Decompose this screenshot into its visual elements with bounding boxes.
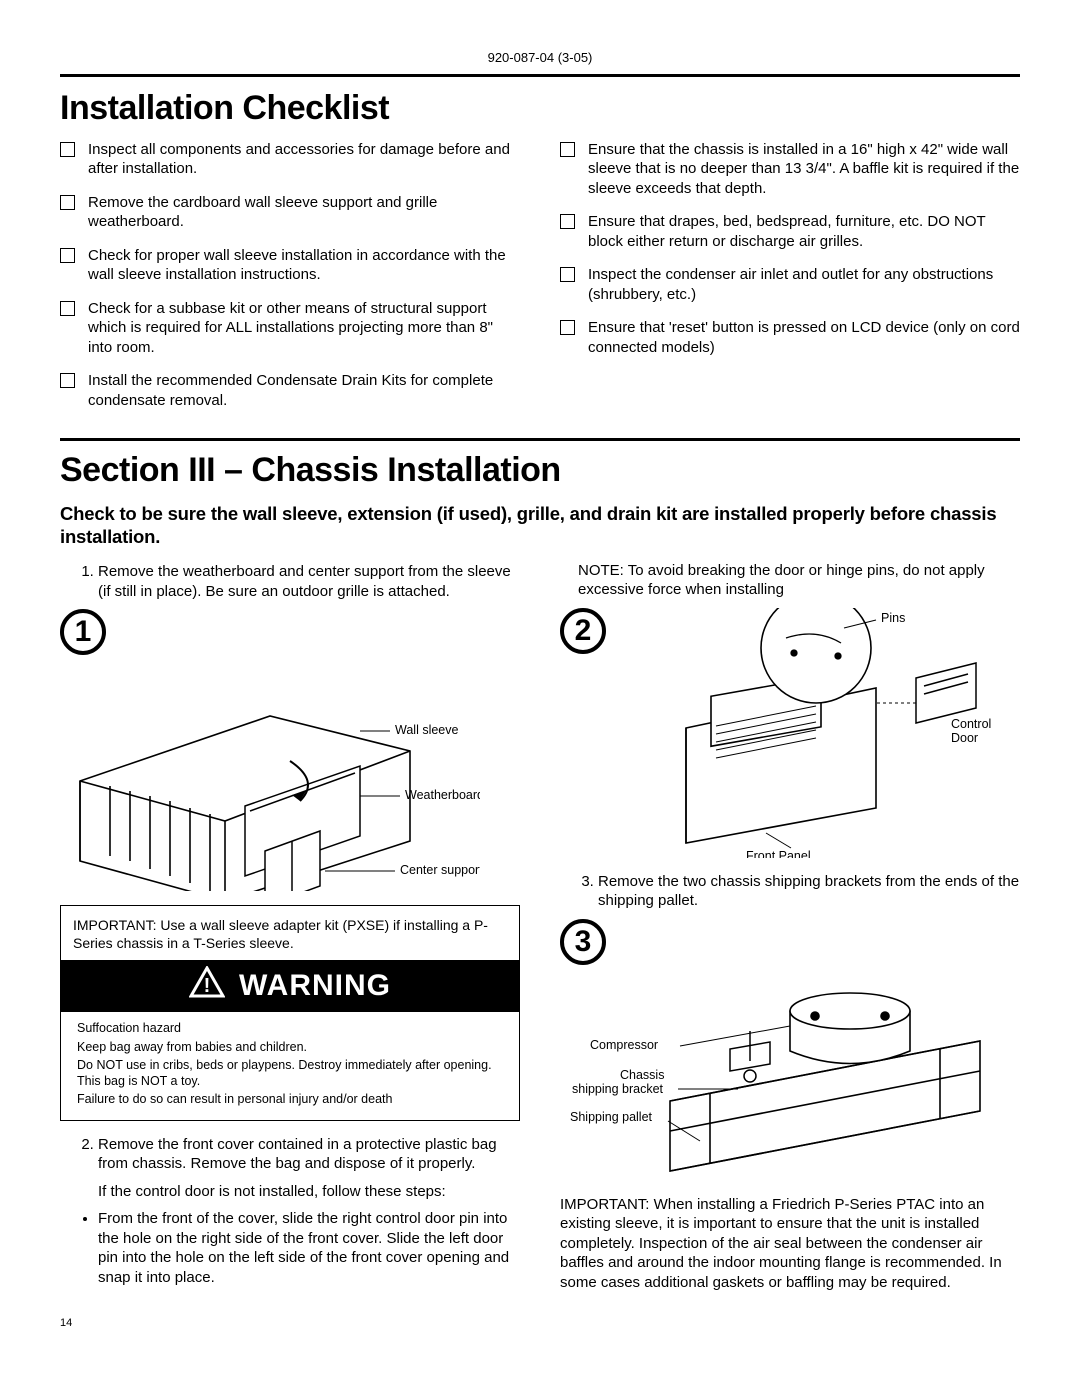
figure-2-svg: Pins Control Door Front Panel: [616, 608, 996, 858]
fig2-label-control-door2: Door: [951, 731, 978, 745]
figure-3-svg: Compressor Chassis shipping bracket Ship…: [560, 971, 1000, 1181]
warning-triangle-icon: !: [189, 966, 225, 1004]
fig1-label-wall-sleeve: Wall sleeve: [395, 723, 458, 737]
checklist-item: Install the recommended Condensate Drain…: [60, 371, 520, 410]
checklist-item: Ensure that 'reset' button is pressed on…: [560, 318, 1020, 357]
checklist-heading: Installation Checklist: [60, 87, 1020, 130]
section3-lead: Check to be sure the wall sleeve, extens…: [60, 502, 1020, 548]
important-2-text: IMPORTANT: When installing a Friedrich P…: [560, 1195, 1020, 1293]
warning-bar: ! WARNING: [61, 960, 519, 1012]
figure-3: 3: [560, 919, 1020, 1181]
fig1-label-center-support: Center support: [400, 863, 480, 877]
step-2-text: Remove the front cover contained in a pr…: [98, 1135, 520, 1202]
fig2-label-control-door: Control: [951, 717, 991, 731]
step-1-badge: 1: [60, 609, 106, 655]
fig2-label-pins: Pins: [881, 611, 905, 625]
step-2-intro: Remove the front cover contained in a pr…: [98, 1136, 497, 1173]
hazard-line: Failure to do so can result in personal …: [77, 1091, 503, 1107]
hazard-text: Suffocation hazard Keep bag away from ba…: [73, 1018, 507, 1119]
checklist-item: Inspect all components and accessories f…: [60, 140, 520, 179]
fig3-label-bracket1: Chassis: [620, 1068, 664, 1082]
fig3-label-bracket2: shipping bracket: [572, 1082, 664, 1096]
svg-text:!: !: [204, 975, 211, 997]
page-number: 14: [60, 1317, 1020, 1331]
step-2-note: If the control door is not installed, fo…: [98, 1183, 446, 1200]
checklist-item: Check for proper wall sleeve installatio…: [60, 246, 520, 285]
important-1-text: IMPORTANT: Use a wall sleeve adapter kit…: [73, 916, 507, 952]
note-right: NOTE: To avoid breaking the door or hing…: [560, 562, 1020, 600]
checklist-item: Remove the cardboard wall sleeve support…: [60, 193, 520, 232]
checklist-item: Check for a subbase kit or other means o…: [60, 299, 520, 358]
checklist-item: Ensure that the chassis is installed in …: [560, 140, 1020, 199]
section3-columns: Remove the weatherboard and center suppo…: [60, 562, 1020, 1293]
step-2-badge: 2: [560, 608, 606, 654]
checklist-columns: Inspect all components and accessories f…: [60, 140, 1020, 425]
fig2-label-front-panel: Front Panel: [746, 849, 811, 858]
rule-mid: [60, 438, 1020, 441]
figure-2: 2: [560, 608, 1020, 858]
figure-1-svg: Wall sleeve Weatherboard Center support: [60, 661, 480, 891]
hazard-line: Keep bag away from babies and children.: [77, 1039, 503, 1055]
fig3-label-compressor: Compressor: [590, 1038, 658, 1052]
fig3-label-pallet: Shipping pallet: [570, 1110, 653, 1124]
checklist-right: Ensure that the chassis is installed in …: [560, 140, 1020, 358]
document-code: 920-087-04 (3-05): [60, 50, 1020, 66]
step-3-badge: 3: [560, 919, 606, 965]
rule-top: [60, 74, 1020, 77]
warning-label: WARNING: [239, 967, 391, 1005]
checklist-left: Inspect all components and accessories f…: [60, 140, 520, 411]
fig1-label-weatherboard: Weatherboard: [405, 788, 480, 802]
step-3-text: Remove the two chassis shipping brackets…: [598, 872, 1020, 911]
checklist-item: Inspect the condenser air inlet and outl…: [560, 265, 1020, 304]
checklist-item: Ensure that drapes, bed, bedspread, furn…: [560, 212, 1020, 251]
hazard-line: Do NOT use in cribs, beds or playpens. D…: [77, 1057, 503, 1090]
figure-1: 1: [60, 609, 520, 891]
hazard-line: Suffocation hazard: [77, 1020, 503, 1036]
step-2-bullet: From the front of the cover, slide the r…: [98, 1209, 520, 1287]
step-1-text: Remove the weatherboard and center suppo…: [98, 562, 520, 601]
important-warning-box: IMPORTANT: Use a wall sleeve adapter kit…: [60, 905, 520, 1121]
section3-heading: Section III – Chassis Installation: [60, 449, 1020, 492]
